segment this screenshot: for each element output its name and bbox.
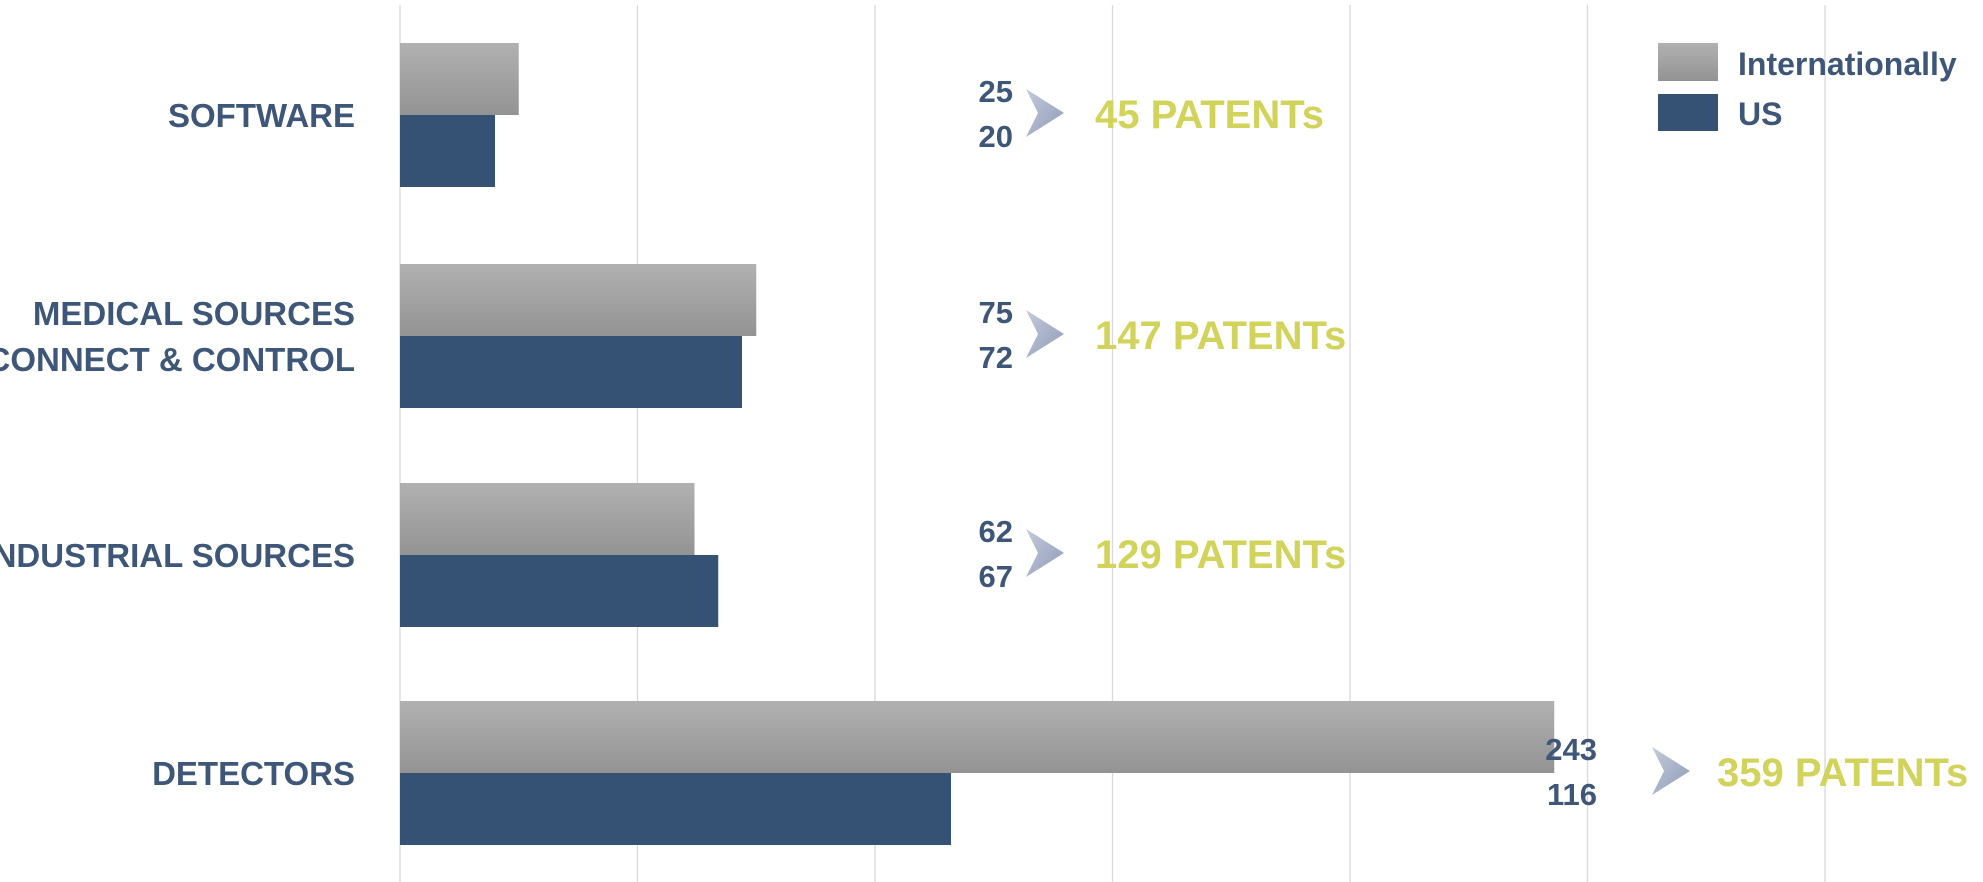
arrow-icon-2	[1026, 529, 1064, 577]
bar-internationally-3	[400, 701, 1555, 773]
bar-us-1	[400, 336, 742, 408]
arrow-icon-1	[1026, 310, 1064, 358]
legend-swatch-internationally	[1658, 43, 1718, 81]
value-label-us-0: 20	[979, 119, 1013, 154]
legend-label-internationally: Internationally	[1738, 46, 1957, 82]
category-label-1-1: CONNECT & CONTROL	[0, 341, 355, 378]
bar-internationally-1	[400, 264, 757, 336]
arrow-icon-0	[1026, 89, 1064, 137]
gridlines	[399, 5, 1826, 882]
bars	[400, 43, 1555, 845]
total-label-3: 359 PATENTs	[1717, 751, 1968, 795]
category-labels: SOFTWARE MEDICAL SOURCES CONNECT & CONTROL…	[0, 97, 355, 792]
value-label-us-3: 116	[1547, 777, 1597, 812]
value-label-internationally-1: 75	[979, 295, 1013, 330]
category-label-0-0: SOFTWARE	[168, 97, 355, 134]
value-label-internationally-0: 25	[979, 74, 1013, 109]
bar-us-3	[400, 773, 951, 845]
bar-internationally-2	[400, 483, 695, 555]
total-label-2: 129 PATENTs	[1095, 533, 1346, 577]
value-label-internationally-2: 62	[979, 514, 1013, 549]
total-label-0: 45 PATENTs	[1095, 93, 1324, 137]
annotations: 25 20 45 PATENTs 75 72 147 PATENTs 62 67 129 PAT…	[979, 74, 1969, 812]
bar-internationally-0	[400, 43, 519, 115]
category-label-3-0: DETECTORS	[152, 755, 355, 792]
value-label-internationally-3: 243	[1545, 732, 1597, 767]
legend-label-us: US	[1738, 96, 1782, 132]
legend-swatch-us	[1658, 94, 1718, 131]
total-label-1: 147 PATENTs	[1095, 314, 1346, 358]
value-label-us-2: 67	[979, 559, 1013, 594]
category-label-1-0: MEDICAL SOURCES	[33, 295, 355, 332]
legend: Internationally US	[1658, 43, 1957, 132]
category-label-2-0: INDUSTRIAL SOURCES	[0, 537, 355, 574]
value-label-us-1: 72	[979, 340, 1013, 375]
arrow-icon-3	[1652, 747, 1690, 795]
bar-us-0	[400, 115, 495, 187]
bar-us-2	[400, 555, 719, 627]
